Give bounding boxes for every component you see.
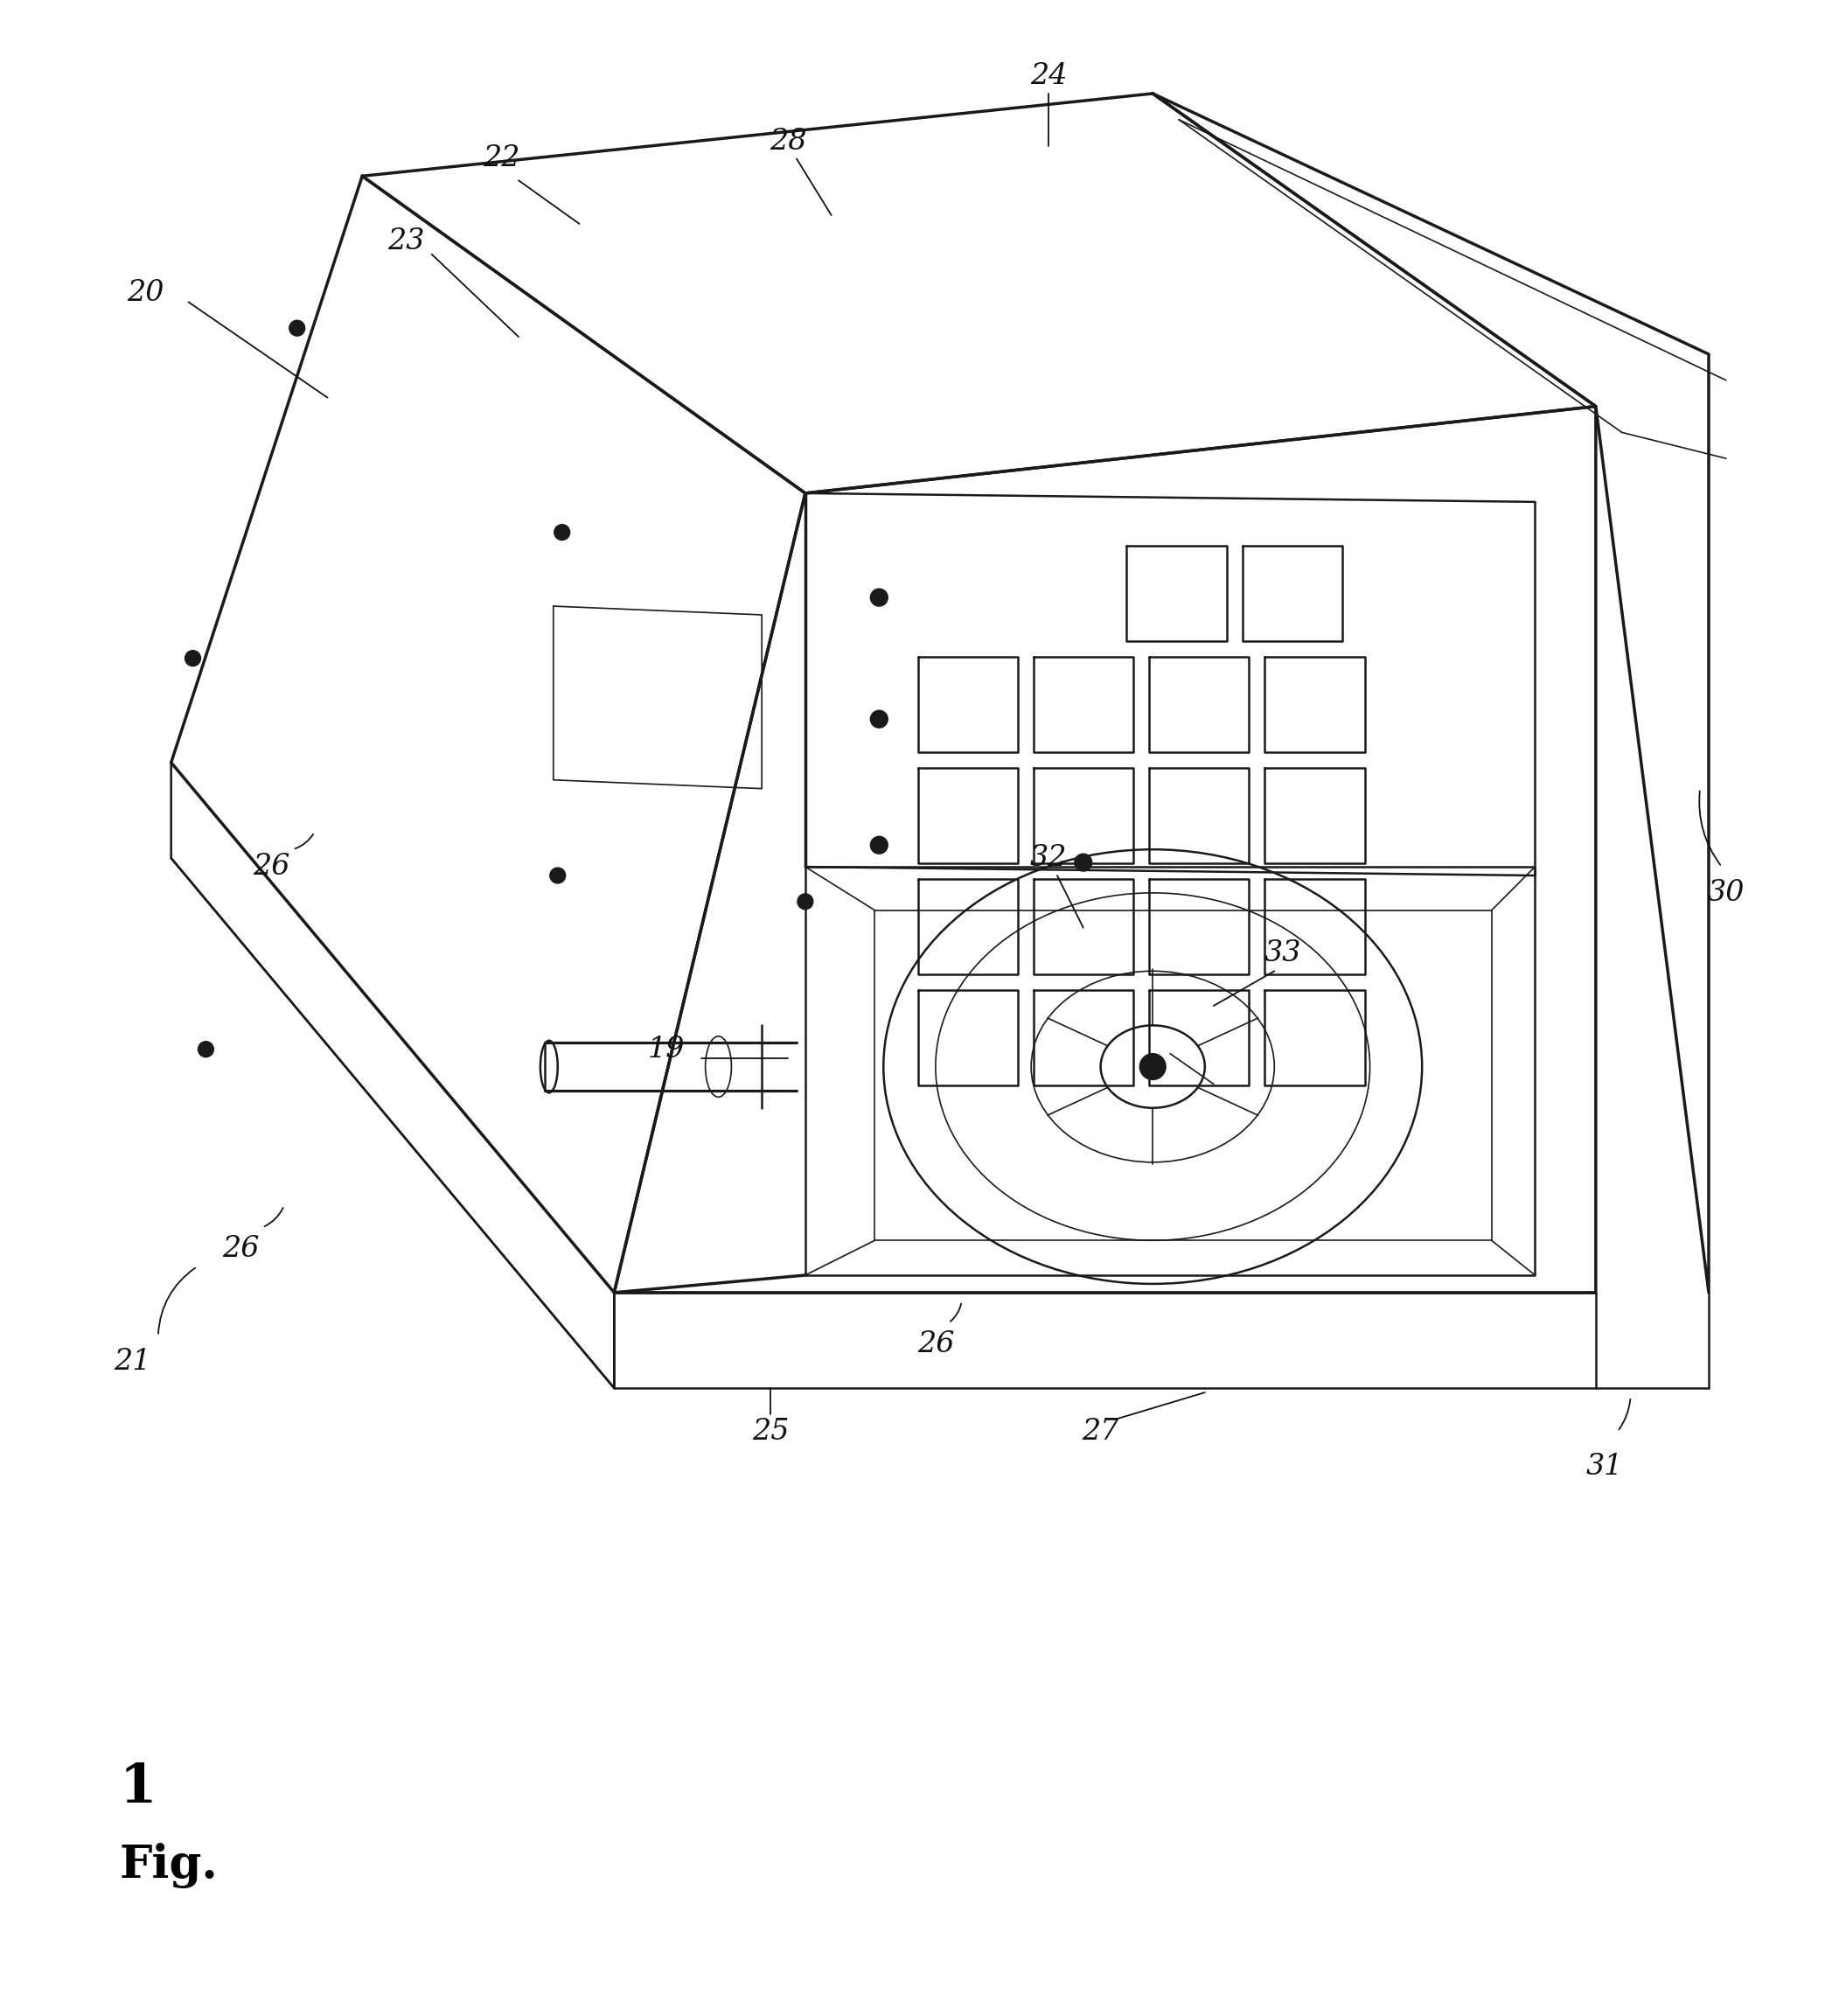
Text: 31: 31 [1585,1452,1624,1480]
Circle shape [186,651,200,665]
Text: 19: 19 [647,1036,684,1062]
Text: 23: 23 [386,228,425,256]
Text: 22: 22 [482,145,520,173]
Circle shape [1074,855,1092,871]
Circle shape [550,867,566,883]
Text: 26: 26 [918,1331,954,1359]
Circle shape [870,710,888,728]
Text: 26: 26 [223,1236,259,1264]
Text: 28: 28 [769,127,807,155]
Circle shape [1140,1054,1166,1081]
Text: 20: 20 [127,280,164,306]
Circle shape [199,1042,213,1056]
Text: 26: 26 [252,853,289,881]
Circle shape [289,321,305,337]
Text: 30: 30 [1707,879,1745,907]
Text: 32: 32 [1030,845,1067,873]
Text: 27: 27 [1081,1417,1120,1445]
Text: Fig.: Fig. [120,1843,217,1889]
Circle shape [870,837,888,855]
Text: 33: 33 [1265,939,1302,968]
Text: 24: 24 [1030,62,1067,91]
Circle shape [870,589,888,607]
Text: 21: 21 [114,1349,151,1377]
Circle shape [554,524,570,540]
Text: 25: 25 [752,1417,789,1445]
Circle shape [798,893,813,909]
Text: 1: 1 [120,1762,156,1814]
